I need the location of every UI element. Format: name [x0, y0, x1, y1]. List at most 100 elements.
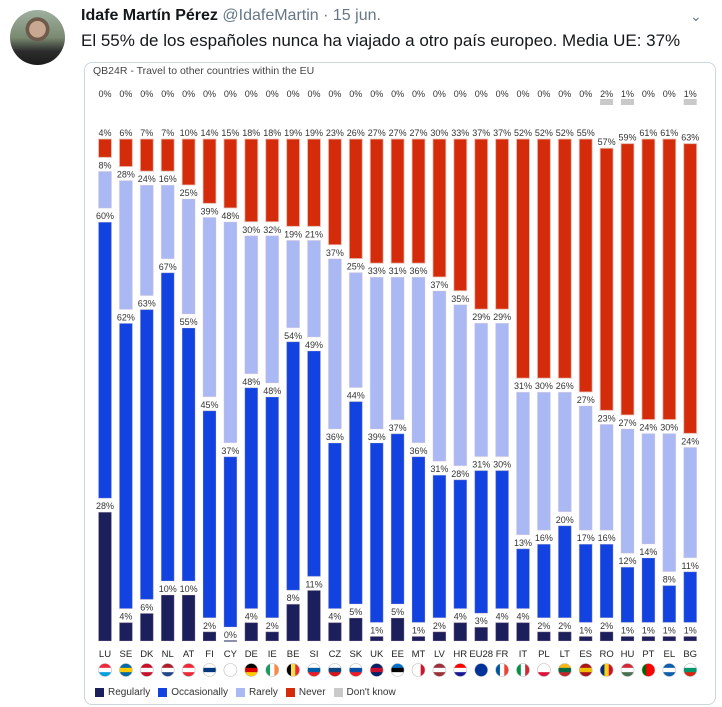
- flag-stripe: [662, 667, 676, 673]
- flag-stripe: [182, 663, 196, 669]
- category-label: LT: [560, 649, 571, 660]
- chevron-down-icon[interactable]: ⌄: [690, 8, 702, 24]
- value-label: 19%: [305, 128, 323, 138]
- value-label: 0%: [454, 89, 467, 99]
- flag-stripe: [432, 672, 446, 677]
- category-label: LU: [99, 649, 111, 660]
- flag-hu-icon: [620, 663, 635, 677]
- value-label: 2%: [203, 621, 216, 631]
- value-label: 0%: [266, 89, 279, 99]
- flag-stripe: [182, 667, 196, 673]
- bar-never-es: [578, 138, 593, 393]
- bar-never-at: [181, 138, 196, 186]
- flag-stripe: [119, 667, 133, 673]
- flag-stripe: [328, 667, 342, 673]
- tweet-date[interactable]: 15 jun.: [332, 7, 381, 24]
- chart-title: QB24R - Travel to other countries within…: [93, 65, 315, 77]
- category-label: FR: [496, 649, 509, 660]
- value-label: 0%: [558, 89, 571, 99]
- bar-rarely-lu: [98, 170, 112, 209]
- value-label: 1%: [621, 625, 634, 635]
- stacked-bar-chart: 28% 60% 8% 4% 0% LU 4% 62% 28% 6% 0% SE 6% 63% 24% 7% 0%…: [96, 89, 699, 677]
- bar-regularly-at: [181, 594, 196, 642]
- bar-never-sk: [348, 138, 363, 260]
- value-label: 0%: [537, 89, 550, 99]
- flag-uk-icon: [369, 663, 384, 677]
- flag-stripe: [161, 667, 175, 673]
- bar-never-be: [286, 138, 301, 227]
- flag-de-icon: [244, 663, 259, 677]
- flag-stripe: [453, 663, 467, 669]
- category-label: RO: [599, 649, 613, 660]
- bar-occasionally-bg: [683, 571, 698, 623]
- author-name[interactable]: Idafe Martín Pérez: [81, 7, 218, 24]
- category-label: CY: [224, 649, 238, 660]
- value-label: 17%: [577, 533, 595, 543]
- bar-regularly-de: [244, 622, 259, 642]
- flag-stripe: [621, 663, 634, 669]
- bar-regularly-cz: [327, 622, 342, 642]
- legend-label: Occasionally: [171, 687, 228, 698]
- value-label: 31%: [472, 460, 490, 470]
- flag-stripe: [161, 672, 175, 677]
- bar-regularly-el: [662, 635, 677, 642]
- flag-stripe: [203, 663, 216, 669]
- value-label: 30%: [242, 225, 260, 235]
- flag-be-icon: [286, 663, 300, 677]
- value-label: 24%: [681, 436, 699, 446]
- bar-never-fi: [202, 138, 217, 204]
- flag-eu28-icon: [474, 663, 489, 677]
- bar-regularly-hu: [620, 635, 635, 642]
- value-label: 16%: [598, 533, 616, 543]
- flag-stripe: [391, 672, 405, 677]
- value-label: 19%: [284, 128, 302, 138]
- bar-never-el: [662, 138, 677, 421]
- bar-regularly-hr: [453, 622, 468, 642]
- flag-stripe: [140, 667, 154, 673]
- bar-never-ee: [390, 138, 405, 264]
- avatar[interactable]: [10, 10, 65, 65]
- bar-occasionally-nl: [160, 272, 175, 582]
- value-label: 39%: [368, 432, 386, 442]
- bar-rarely-lt: [557, 391, 572, 513]
- tweet-text: El 55% de los españoles nunca ha viajado…: [81, 31, 681, 50]
- bar-regularly-pt: [641, 635, 656, 642]
- flag-stripe: [453, 672, 467, 677]
- legend-label: Regularly: [108, 687, 151, 698]
- value-label: 0%: [516, 89, 529, 99]
- chart-image[interactable]: 28% 60% 8% 4% 0% LU 4% 62% 28% 6% 0% SE 6% 63% 24% 7% 0%…: [84, 62, 716, 705]
- bar-rarely-ie: [265, 235, 280, 384]
- flag-se-icon: [119, 663, 133, 677]
- value-label: 0%: [161, 89, 174, 99]
- flag-stripe: [499, 663, 505, 677]
- bar-never-ie: [265, 138, 280, 223]
- value-label: 27%: [577, 395, 595, 405]
- legend: Regularly Occasionally Rarely Never Don't kn…: [95, 687, 396, 698]
- legend-item: Rarely: [235, 687, 278, 698]
- flag-stripe: [579, 672, 593, 677]
- value-label: 59%: [618, 133, 636, 143]
- bar-occasionally-se: [118, 322, 133, 610]
- legend-item: Never: [285, 687, 326, 698]
- bar-never-bg: [683, 143, 698, 434]
- flag-hr-icon: [453, 663, 468, 677]
- value-label: 52%: [514, 128, 532, 138]
- category-label: AT: [183, 649, 195, 660]
- flag-stripe: [328, 672, 342, 677]
- value-label: 29%: [472, 312, 490, 322]
- value-label: 0%: [412, 89, 425, 99]
- bar-rarely-hr: [453, 304, 468, 467]
- value-label: 2%: [433, 621, 446, 631]
- value-label: 55%: [577, 128, 595, 138]
- flag-stripe: [203, 672, 216, 677]
- bar-regularly-se: [118, 622, 133, 642]
- author-handle[interactable]: @IdafeMartin: [222, 7, 319, 24]
- value-label: 0%: [140, 89, 153, 99]
- flag-stripe: [416, 663, 421, 677]
- category-label: HU: [621, 649, 635, 660]
- bar-occasionally-pl: [536, 543, 551, 619]
- bar-regularly-lt: [557, 631, 572, 642]
- value-label: 2%: [266, 621, 279, 631]
- value-label: 15%: [221, 128, 239, 138]
- value-label: 5%: [391, 607, 404, 617]
